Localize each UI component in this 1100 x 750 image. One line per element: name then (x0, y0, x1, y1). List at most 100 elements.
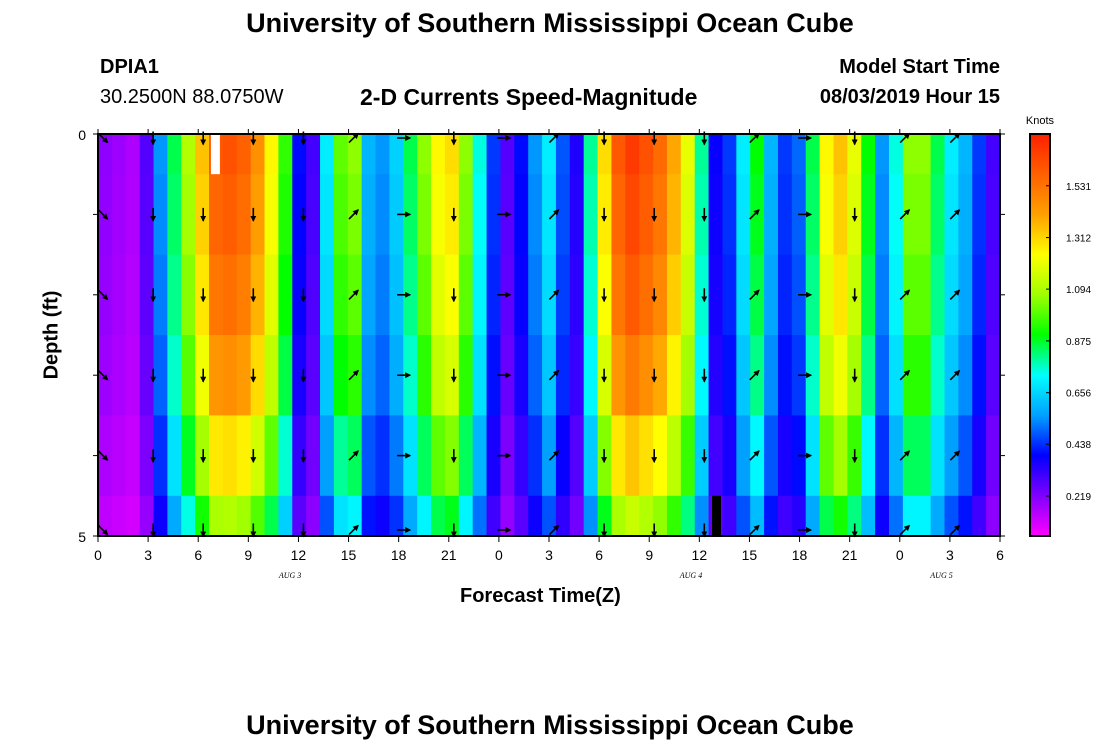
heatmap-cell (625, 174, 640, 256)
current-arrow (899, 524, 911, 536)
heatmap-cell (153, 254, 168, 336)
heatmap-cell (98, 495, 113, 537)
heatmap-cell (680, 134, 696, 175)
heatmap-cell (639, 335, 654, 416)
heatmap-cell (653, 254, 668, 336)
heatmap-cell (278, 254, 293, 336)
heatmap-cell (777, 335, 793, 416)
heatmap-cell (528, 495, 543, 537)
heatmap-cell (847, 134, 862, 175)
heatmap-cell (847, 495, 862, 537)
colorbar-gradient (1029, 133, 1051, 537)
heatmap-cell (375, 134, 391, 175)
heatmap-cell (472, 174, 488, 256)
heatmap-cell (111, 174, 127, 256)
heatmap-cell (972, 254, 987, 336)
heatmap-cell (986, 495, 1001, 537)
heatmap-cell (139, 134, 155, 175)
heatmap-cell (653, 335, 668, 416)
heatmap-cell (819, 134, 835, 175)
heatmap-cell (916, 174, 932, 256)
heatmap-cell (500, 134, 515, 175)
heatmap-cell (264, 174, 279, 256)
heatmap-cell (458, 415, 474, 497)
heatmap-cell (333, 254, 349, 336)
heatmap-cell (958, 134, 973, 175)
heatmap-cell (542, 174, 557, 256)
heatmap-cell (750, 134, 765, 175)
heatmap-cell (597, 495, 613, 537)
heatmap-cell (680, 495, 696, 537)
heatmap-cell (639, 254, 654, 336)
current-arrow (97, 524, 109, 536)
heatmap-cell (888, 134, 904, 175)
heatmap-cell (347, 415, 363, 497)
heatmap-cell (250, 254, 266, 336)
heatmap-cell (264, 134, 279, 175)
heatmap-cell (722, 335, 737, 416)
heatmap-cell (986, 335, 1001, 416)
heatmap-cell (403, 495, 418, 537)
heatmap-cell (986, 134, 1001, 175)
heatmap-cell (555, 134, 571, 175)
heatmap-cell (805, 495, 821, 537)
station-coordinates: 30.2500N 88.0750W (100, 86, 284, 108)
heatmap-cell (472, 415, 488, 497)
colorbar-tick-label: 0.875 (1066, 337, 1091, 348)
heatmap-cell (708, 415, 724, 497)
heatmap-cell (805, 254, 821, 336)
footer-title: University of Southern Mississippi Ocean… (246, 710, 854, 740)
heatmap-cell (195, 495, 210, 537)
x-tick-label: 21 (842, 547, 858, 563)
heatmap-cell (111, 415, 127, 497)
heatmap-cell (417, 415, 432, 497)
heatmap-cell (680, 415, 696, 497)
heatmap-cell (278, 415, 293, 497)
current-arrow (749, 450, 760, 461)
heatmap-cell (736, 174, 751, 256)
heatmap-cell (833, 134, 848, 175)
heatmap-cell (209, 495, 224, 537)
heatmap-cell (694, 495, 710, 537)
heatmap-cell (347, 495, 363, 537)
heatmap-cell (542, 495, 557, 537)
heatmap-cell (222, 335, 238, 416)
heatmap-cell (653, 495, 668, 537)
heatmap-cell (542, 335, 557, 416)
heatmap-cell (431, 174, 446, 256)
heatmap-cell (153, 335, 168, 416)
heatmap-cell (611, 335, 626, 416)
heatmap-cell (139, 335, 155, 416)
heatmap-cell (320, 335, 335, 416)
heatmap-cell (736, 415, 751, 497)
heatmap-cell (805, 174, 821, 256)
heatmap-cell (153, 134, 168, 175)
heatmap-cell (611, 174, 626, 256)
y-axis-title: Depth (ft) (40, 290, 63, 380)
heatmap-cell (250, 415, 266, 497)
heatmap-cell (875, 254, 890, 336)
heatmap-cell (972, 134, 987, 175)
heatmap-cells (98, 134, 1001, 537)
heatmap-cell (958, 415, 973, 497)
heatmap-cell (986, 174, 1001, 256)
heatmap-cell (236, 495, 252, 537)
heatmap-cell (777, 495, 793, 537)
x-tick-label: 9 (244, 547, 252, 563)
heatmap-cell (333, 335, 349, 416)
heatmap-cell (375, 495, 391, 537)
heatmap-cell (555, 254, 571, 336)
heatmap-cell (306, 134, 321, 175)
heatmap-cell (361, 415, 377, 497)
heatmap-cell (833, 335, 848, 416)
heatmap-cell (444, 254, 460, 336)
heatmap-cell (389, 495, 404, 537)
x-tick-label: 18 (391, 547, 407, 563)
heatmap-cell (195, 134, 210, 175)
heatmap-cell (722, 495, 737, 537)
current-arrow (348, 524, 359, 536)
heatmap-cell (333, 174, 349, 256)
station-id: DPIA1 (100, 56, 159, 78)
current-arrow (97, 450, 109, 461)
heatmap-cell (888, 254, 904, 336)
